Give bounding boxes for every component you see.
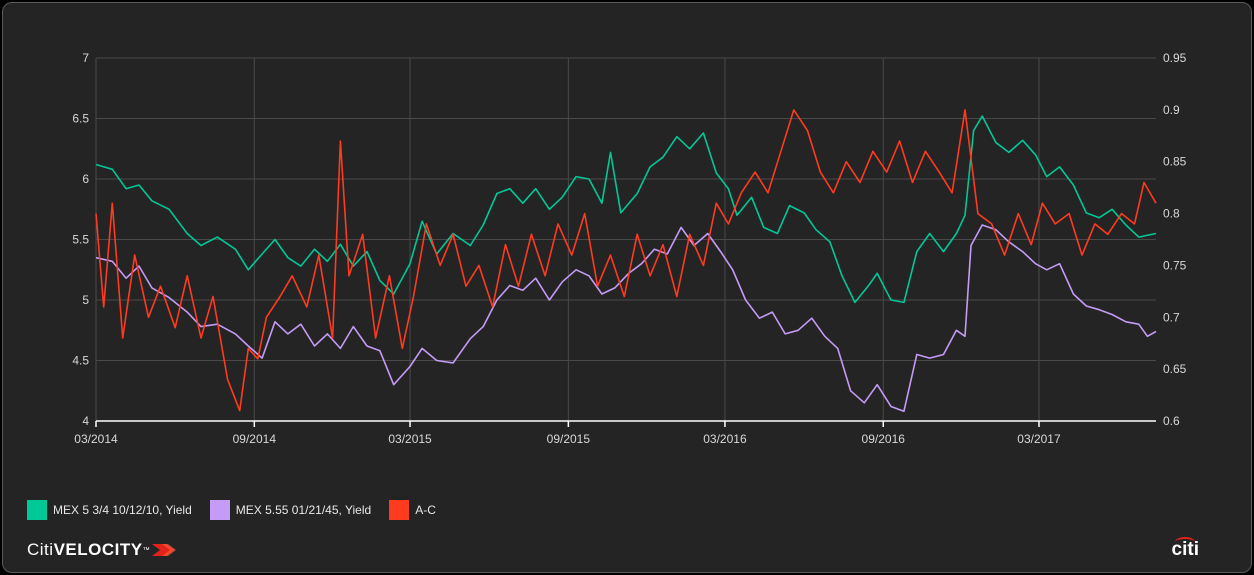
y-left-tick-label: 4 — [82, 414, 89, 428]
y-right-tick-label: 0.75 — [1163, 258, 1187, 272]
citi-logo: citi — [1172, 537, 1199, 561]
x-tick-label: 09/2014 — [233, 432, 277, 446]
x-tick-label: 09/2015 — [547, 432, 591, 446]
series-lines — [95, 109, 1157, 413]
logo-text-citi: Citi — [27, 540, 54, 559]
y-right-tick-label: 0.85 — [1163, 155, 1187, 169]
x-tick-label: 03/2016 — [703, 432, 747, 446]
series-line-mex-5-55-01-21-45-yield — [95, 224, 1157, 413]
citi-arc-icon — [1174, 537, 1195, 547]
series-line-mex-5-3-4-10-12-10-yield — [95, 115, 1157, 304]
velocity-arrow-icon — [152, 544, 177, 556]
x-tick-label: 03/2017 — [1017, 432, 1061, 446]
axes — [95, 420, 1156, 427]
y-right-tick-label: 0.9 — [1163, 103, 1180, 117]
citi-velocity-logo: Citi VELOCITY ™ — [27, 540, 180, 560]
y-right-tick-label: 0.6 — [1163, 414, 1180, 428]
tick-labels: 03/2014 09/2014 03/2015 09/2015 03/2016 09/20… — [72, 51, 1186, 446]
x-tick-label: 09/2016 — [862, 432, 906, 446]
y-left-tick-label: 7 — [82, 51, 89, 65]
y-right-tick-label: 0.7 — [1163, 310, 1180, 324]
y-left-tick-label: 5.5 — [72, 233, 89, 247]
y-left-tick-label: 4.5 — [72, 354, 89, 368]
legend-swatch-a-c — [389, 500, 410, 520]
y-left-tick-label: 6.5 — [72, 112, 89, 126]
y-right-tick-label: 0.65 — [1163, 362, 1187, 376]
y-left-tick-label: 6 — [82, 172, 89, 186]
y-left-tick-label: 5 — [82, 293, 89, 307]
chart-legend: MEX 5 3/4 10/12/10, Yield MEX 5.55 01/21… — [27, 500, 436, 520]
legend-item-mex-2045[interactable]: MEX 5.55 01/21/45, Yield — [209, 500, 372, 520]
x-tick-label: 03/2015 — [388, 432, 432, 446]
legend-label: MEX 5 3/4 10/12/10, Yield — [53, 503, 192, 517]
x-tick-label: 03/2014 — [74, 432, 118, 446]
legend-swatch-mex-2045 — [209, 500, 230, 520]
logo-text-velocity: VELOCITY — [53, 540, 143, 559]
y-right-tick-label: 0.8 — [1163, 207, 1180, 221]
legend-label: MEX 5.55 01/21/45, Yield — [235, 503, 372, 517]
legend-swatch-mex-2040 — [27, 500, 47, 520]
legend-label: A-C — [415, 503, 436, 517]
y-right-tick-label: 0.95 — [1163, 51, 1187, 65]
legend-item-a-c[interactable]: A-C — [389, 500, 436, 520]
logo-trademark: ™ — [142, 546, 151, 554]
grid-lines — [95, 57, 1156, 422]
line-chart: 03/2014 09/2014 03/2015 09/2015 03/2016 09/20… — [72, 51, 1186, 446]
series-line-a-c — [95, 109, 1157, 412]
legend-item-mex-2040[interactable]: MEX 5 3/4 10/12/10, Yield — [27, 500, 192, 520]
